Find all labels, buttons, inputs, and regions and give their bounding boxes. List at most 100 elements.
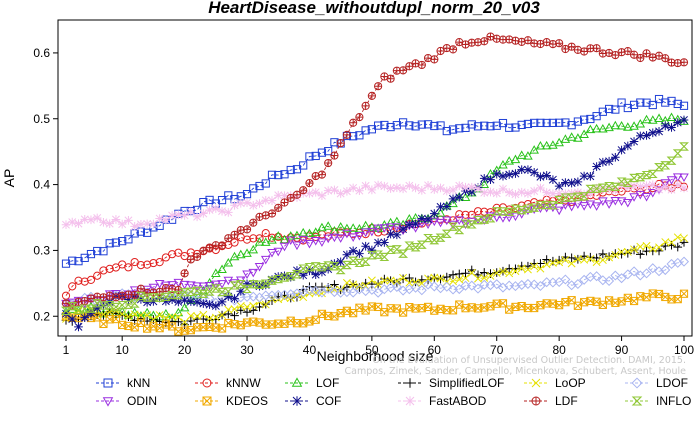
- data-point: [349, 280, 358, 289]
- data-point: [267, 276, 277, 285]
- data-point: [267, 196, 277, 205]
- data-point: [554, 206, 564, 216]
- data-point: [660, 179, 671, 188]
- data-point: [592, 112, 601, 121]
- data-point: [623, 122, 633, 131]
- data-point: [379, 252, 390, 262]
- data-point: [429, 236, 440, 245]
- data-point: [448, 198, 458, 208]
- data-point: [329, 287, 340, 298]
- data-point: [448, 222, 458, 231]
- data-point: [423, 214, 433, 224]
- legend-label: ODIN: [127, 394, 157, 408]
- data-point: [361, 126, 370, 135]
- data-point: [324, 147, 333, 156]
- data-point: [486, 271, 495, 280]
- data-point: [629, 173, 639, 183]
- data-point: [99, 266, 108, 275]
- data-point: [242, 225, 252, 234]
- data-point: [99, 247, 108, 256]
- data-point: [230, 200, 239, 210]
- data-point: [597, 275, 608, 286]
- data-point: [542, 171, 551, 180]
- data-point: [348, 223, 358, 232]
- data-point: [392, 245, 402, 254]
- data-point: [248, 268, 259, 278]
- data-point: [211, 315, 221, 324]
- data-point: [548, 201, 558, 210]
- series-knn: [61, 94, 689, 268]
- data-point: [254, 237, 265, 246]
- data-point: [467, 187, 477, 197]
- data-point: [105, 291, 114, 300]
- x-axis: 1 10 20 30 40 50 60 70 80 90 100: [63, 336, 694, 357]
- data-point: [230, 230, 239, 239]
- data-point: [186, 281, 196, 290]
- data-point: [248, 291, 259, 302]
- data-point: [217, 297, 227, 307]
- data-point: [479, 188, 489, 198]
- data-point: [310, 237, 321, 246]
- data-point: [92, 213, 102, 223]
- data-point: [598, 300, 607, 309]
- data-point: [654, 266, 665, 277]
- data-point: [585, 200, 596, 210]
- data-point: [416, 285, 427, 296]
- data-point: [566, 280, 577, 291]
- data-point: [610, 182, 621, 191]
- data-point: [291, 288, 302, 299]
- data-point: [248, 201, 258, 210]
- data-point: [323, 221, 333, 230]
- data-point: [474, 274, 482, 283]
- data-point: [460, 219, 471, 228]
- data-point: [229, 281, 240, 290]
- data-point: [423, 279, 434, 290]
- data-point: [611, 152, 620, 162]
- data-point: [579, 202, 589, 211]
- legend-item-ldof: LDOF: [625, 376, 688, 390]
- legend-item-cof: COF: [285, 394, 341, 408]
- data-point: [641, 114, 652, 124]
- data-point: [647, 169, 658, 179]
- data-point: [523, 151, 533, 160]
- data-point: [435, 233, 446, 242]
- data-point: [511, 190, 520, 199]
- data-point: [299, 293, 308, 302]
- data-point: [179, 288, 190, 297]
- data-point: [211, 301, 221, 311]
- data-point: [678, 256, 690, 267]
- data-point: [442, 186, 452, 196]
- data-point: [673, 99, 682, 109]
- data-point: [611, 249, 620, 258]
- data-point: [255, 212, 264, 221]
- legend-label: FastABOD: [429, 394, 487, 408]
- data-point: [167, 281, 177, 290]
- data-point: [523, 165, 533, 175]
- data-point: [317, 222, 327, 232]
- data-point: [504, 207, 515, 217]
- data-point: [629, 137, 639, 146]
- data-point: [129, 286, 140, 295]
- data-point: [585, 124, 596, 134]
- data-point: [591, 202, 602, 211]
- data-point: [661, 238, 670, 246]
- data-point: [136, 311, 145, 320]
- data-point: [635, 131, 645, 141]
- data-point: [586, 188, 595, 198]
- data-point: [102, 397, 114, 407]
- data-point: [548, 189, 558, 199]
- data-point: [585, 184, 596, 194]
- data-point: [199, 310, 208, 319]
- data-point: [111, 215, 121, 224]
- data-point: [604, 122, 614, 132]
- data-point: [242, 190, 252, 199]
- data-point: [548, 140, 558, 149]
- legend-label: LDOF: [656, 376, 688, 390]
- data-point: [392, 277, 401, 286]
- data-point: [242, 284, 252, 293]
- data-point: [480, 121, 489, 130]
- data-point: [648, 53, 657, 62]
- data-point: [161, 281, 171, 291]
- data-point: [304, 240, 315, 249]
- data-point: [86, 215, 96, 225]
